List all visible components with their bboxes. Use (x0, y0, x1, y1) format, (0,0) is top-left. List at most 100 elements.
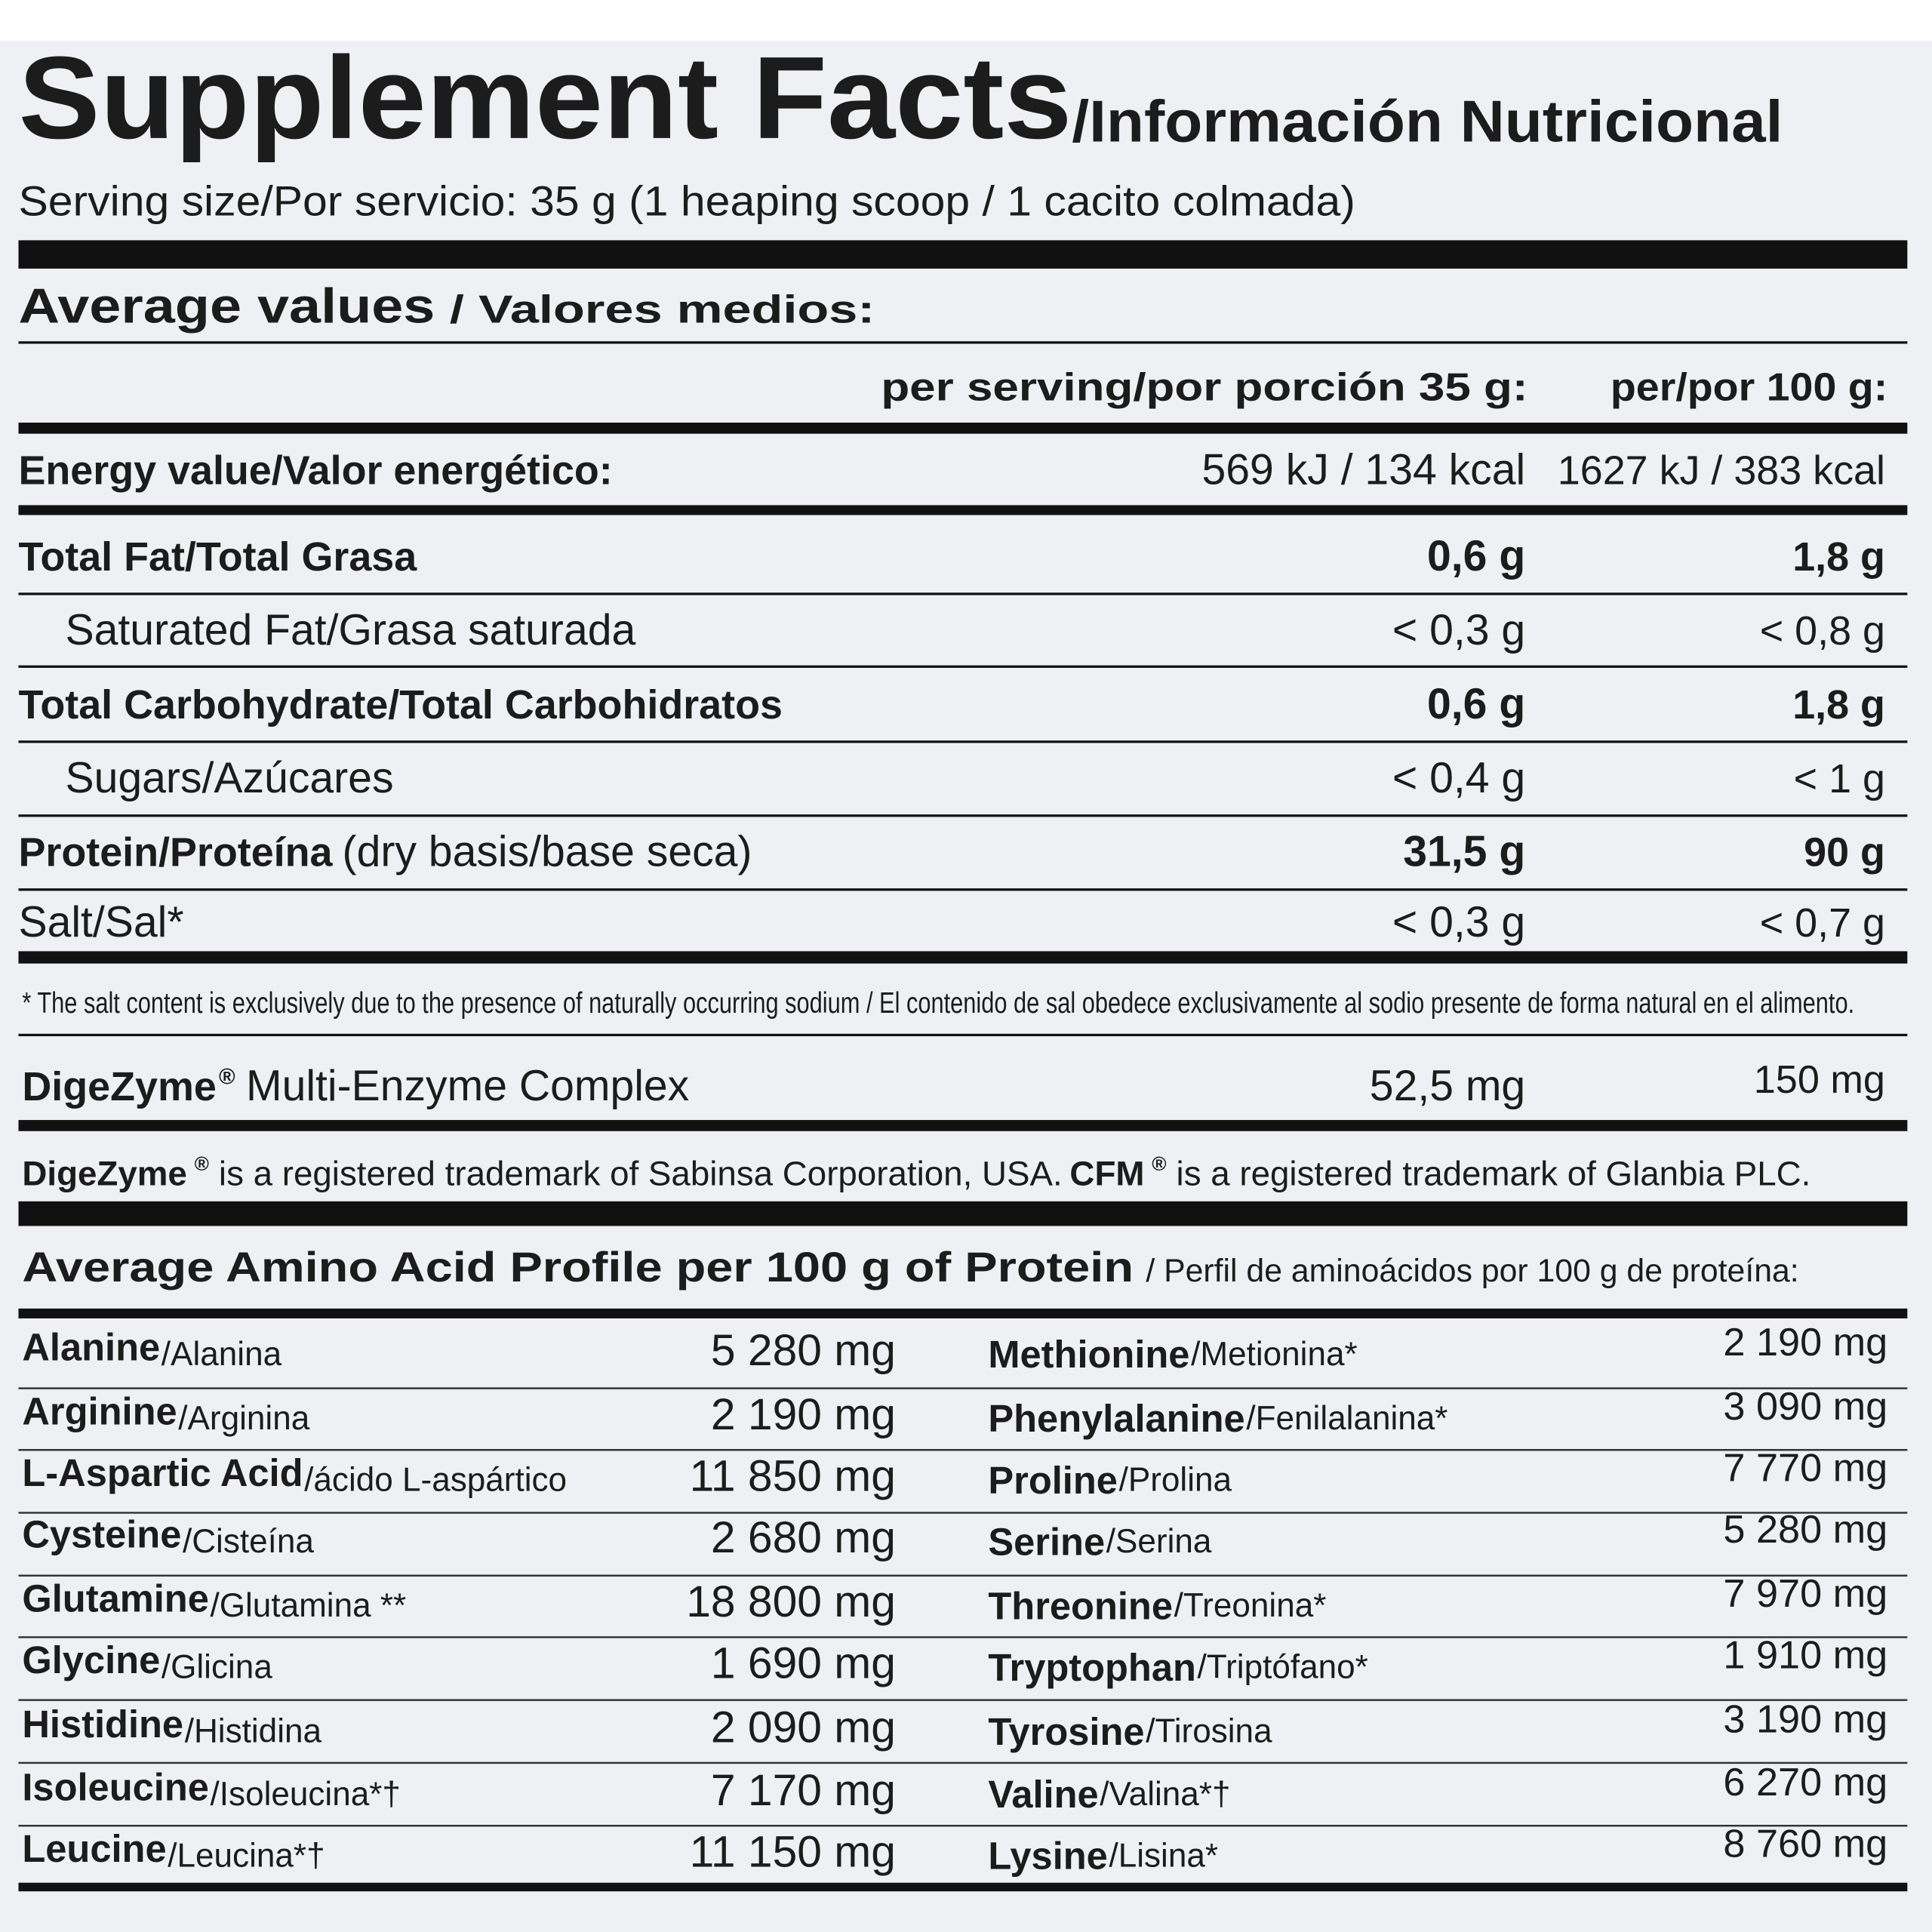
amino-name: Leucine (22, 1827, 166, 1870)
trademark-text: DigeZyme (22, 1155, 186, 1193)
amino-name: Histidine (22, 1703, 183, 1746)
amino-value: 11 850 mg (690, 1452, 896, 1501)
column-header: per serving/por porción 35 g: (881, 366, 1527, 410)
amino-value: 5 280 mg (711, 1326, 896, 1375)
rule (18, 665, 1908, 668)
registered-mark: ® (1152, 1152, 1166, 1175)
enzyme-name: DigeZyme (22, 1064, 216, 1109)
nutrient-name: Protein/Proteína (18, 830, 333, 875)
amino-name: Tyrosine (988, 1710, 1144, 1753)
amino-value: 2 190 mg (1723, 1321, 1887, 1364)
value-per-serving: 31,5 g (1403, 828, 1525, 876)
rule (18, 592, 1908, 595)
rule (18, 1761, 1908, 1764)
trademark-text: is a registered trademark of Glanbia PLC… (1177, 1155, 1811, 1193)
value-per-serving: 52,5 mg (1370, 1062, 1525, 1110)
trademark-text: CFM (1069, 1155, 1144, 1193)
amino-value: 3 090 mg (1723, 1385, 1887, 1429)
rule (18, 1201, 1908, 1226)
nutrient-name: Saturated Fat/Grasa saturada (66, 606, 636, 654)
rule (18, 240, 1908, 269)
value-per-100g: 90 g (1804, 830, 1885, 875)
column-header: per/por 100 g: (1611, 366, 1887, 410)
amino-name: Serine (988, 1520, 1105, 1563)
rule (18, 1512, 1908, 1514)
section-subtitle: / Perfil de aminoácidos por 100 g de pro… (1146, 1253, 1798, 1288)
rule (18, 423, 1908, 434)
amino-value: 18 800 mg (686, 1577, 896, 1626)
amino-name: Lysine (988, 1835, 1107, 1878)
amino-name: L-Aspartic Acid (22, 1451, 303, 1494)
amino-local-name: /Glicina (162, 1649, 272, 1686)
amino-value: 3 190 mg (1723, 1698, 1887, 1742)
amino-rules (18, 1387, 1908, 1827)
amino-local-name: /Leucina*† (168, 1837, 325, 1874)
amino-name: Tryptophan (988, 1646, 1196, 1689)
value-per-serving: 0,6 g (1427, 532, 1525, 580)
value-per-serving: 569 kJ / 134 kcal (1202, 446, 1526, 494)
value-per-100g: < 0,8 g (1760, 608, 1885, 654)
amino-local-name: /Triptófano* (1198, 1649, 1368, 1686)
amino-name: Valine (988, 1773, 1098, 1816)
value-per-100g: 1,8 g (1792, 682, 1885, 728)
registered-mark: ® (219, 1065, 235, 1090)
rule (18, 740, 1908, 743)
value-per-100g: 1627 kJ / 383 kcal (1558, 448, 1885, 494)
amino-name: Threonine (988, 1584, 1173, 1627)
trademark-text: is a registered trademark of Sabinsa Cor… (219, 1155, 1063, 1193)
amino-name: Glutamine (22, 1577, 208, 1620)
amino-name: Arginine (22, 1389, 177, 1432)
section-title: Average Amino Acid Profile per 100 g of … (22, 1244, 1134, 1291)
label-background (0, 40, 1932, 1932)
amino-local-name: /Histidina (185, 1713, 322, 1750)
amino-local-name: /Metionina* (1191, 1336, 1358, 1373)
rule (18, 341, 1908, 344)
value-per-100g: < 0,7 g (1760, 900, 1885, 946)
amino-local-name: /Cisteína (183, 1523, 314, 1560)
amino-value: 7 170 mg (711, 1766, 896, 1815)
rule (18, 1387, 1908, 1389)
nutrient-name: Salt/Sal* (18, 898, 183, 946)
amino-local-name: /Glutamina ** (210, 1587, 406, 1624)
nutrient-detail: (dry basis/base seca) (343, 828, 752, 876)
amino-name: Methionine (988, 1333, 1189, 1376)
nutrient-name: Energy value/Valor energético: (18, 448, 612, 494)
amino-local-name: /Serina (1106, 1523, 1212, 1560)
rule (18, 1882, 1908, 1892)
amino-value: 2 190 mg (711, 1390, 896, 1439)
serving-size: Serving size/Por servicio: 35 g (1 heapi… (18, 178, 1355, 225)
value-per-serving: < 0,3 g (1392, 898, 1525, 946)
value-per-serving: 0,6 g (1427, 680, 1525, 728)
amino-local-name: /Treonina* (1174, 1587, 1327, 1624)
title: Supplement Facts (18, 32, 1072, 163)
section-title: Average values (18, 278, 435, 334)
rule (18, 888, 1908, 891)
amino-value: 7 970 mg (1723, 1572, 1887, 1616)
rule (18, 1699, 1908, 1701)
value-per-serving: < 0,4 g (1392, 754, 1525, 802)
value-per-100g: 150 mg (1754, 1058, 1885, 1102)
rule (18, 1308, 1908, 1318)
amino-local-name: /Prolina (1119, 1462, 1232, 1499)
nutrient-name: Total Fat/Total Grasa (18, 534, 417, 580)
amino-local-name: /Fenilalanina* (1246, 1400, 1447, 1437)
amino-value: 1 910 mg (1723, 1634, 1887, 1678)
amino-name: Phenylalanine (988, 1397, 1244, 1440)
amino-value: 1 690 mg (711, 1639, 896, 1688)
amino-local-name: /Arginina (178, 1400, 309, 1437)
rule (18, 951, 1908, 964)
rule (18, 1574, 1908, 1577)
amino-local-name: /Valina*† (1100, 1776, 1230, 1813)
value-per-100g: 1,8 g (1792, 534, 1885, 580)
amino-local-name: /ácido L-aspártico (304, 1462, 567, 1499)
amino-name: Isoleucine (22, 1765, 209, 1808)
rule (18, 1824, 1908, 1827)
section-subtitle: / Valores medios: (450, 288, 875, 332)
rule (18, 1033, 1908, 1037)
rule (18, 505, 1908, 515)
rule (18, 1636, 1908, 1638)
footnote: * The salt content is exclusively due to… (22, 987, 1854, 1020)
nutrient-name: Total Carbohydrate/Total Carbohidratos (18, 682, 782, 728)
amino-name: Glycine (22, 1638, 160, 1681)
